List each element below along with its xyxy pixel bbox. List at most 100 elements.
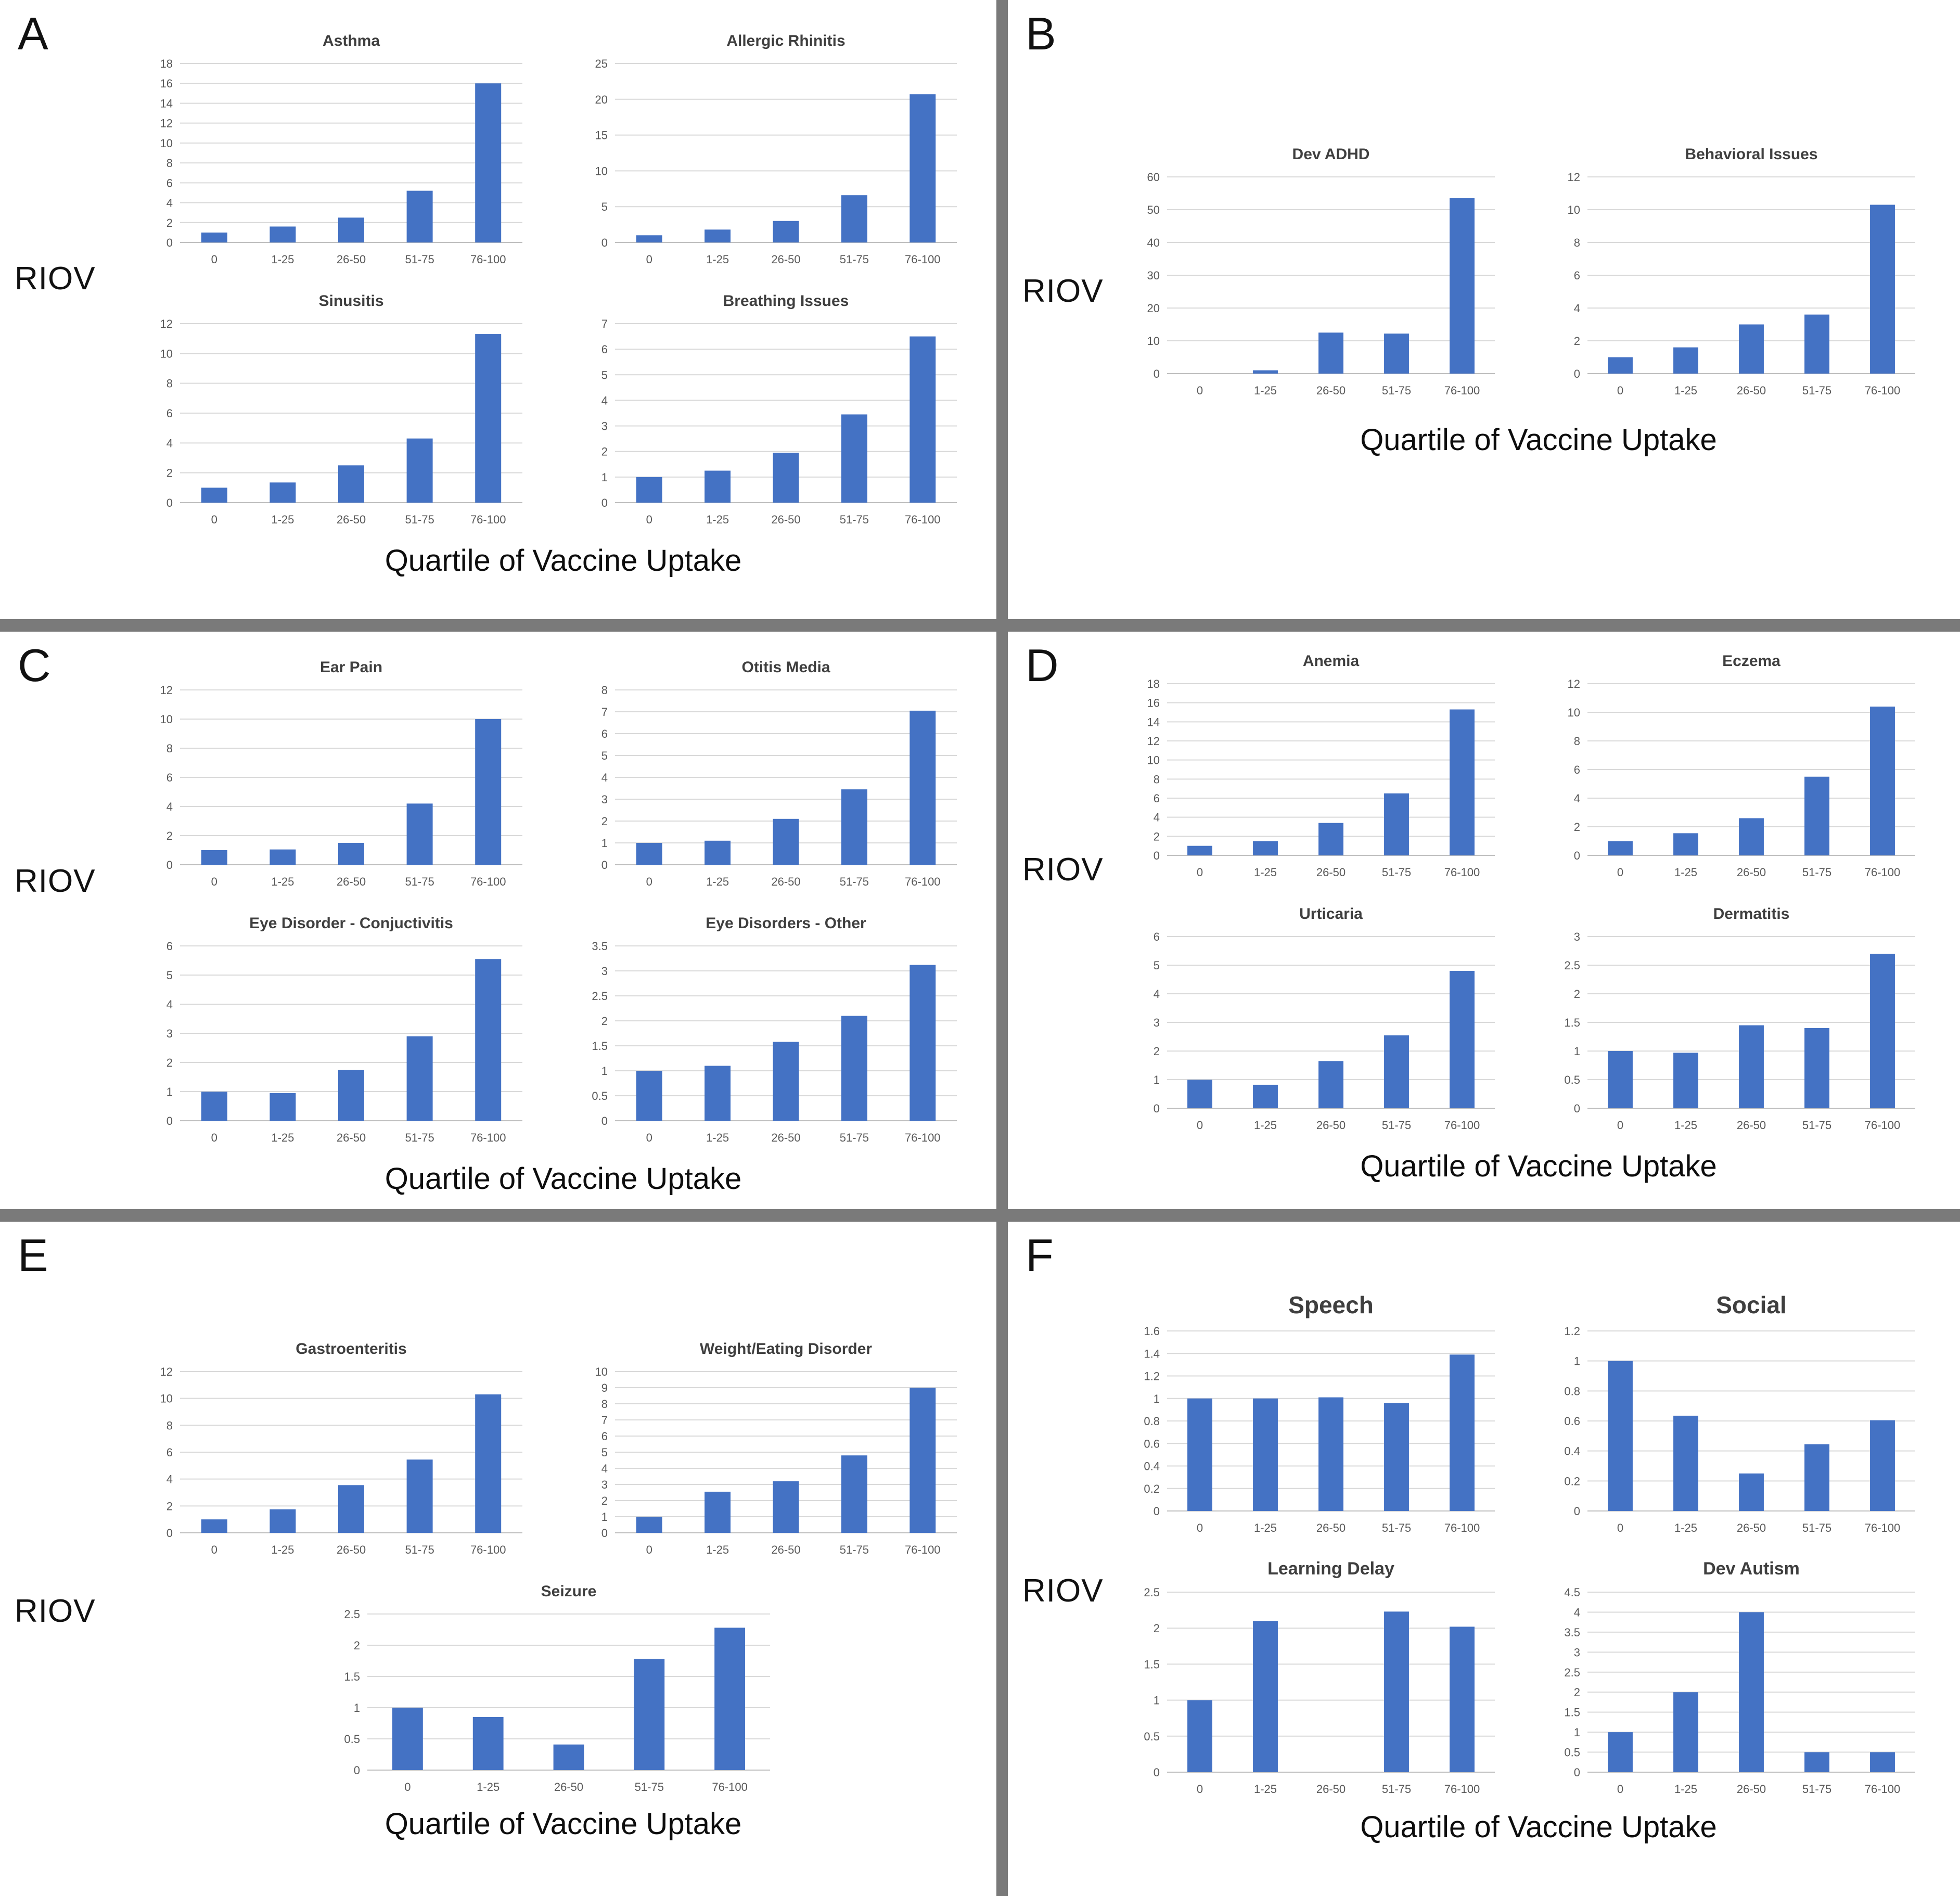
x-tick-label: 76-100 [470, 253, 506, 266]
panel-c-y-axis-label: RIOV [15, 863, 96, 899]
x-tick-label: 26-50 [1737, 866, 1766, 879]
x-tick-label: 76-100 [905, 1131, 941, 1144]
bar [1739, 1612, 1764, 1772]
bar [1253, 370, 1278, 374]
chart-title: Eczema [1722, 652, 1780, 670]
x-tick-label: 0 [211, 1543, 217, 1556]
y-tick-label: 0 [1574, 1766, 1580, 1779]
chart-svg-gastroenteritis: Gastroenteritis 0 2 4 6 8 10 12 0 1-25 26-50 51-75 7… [160, 1340, 522, 1556]
y-tick-label: 0 [1574, 1505, 1580, 1518]
x-tick-label: 1-25 [1674, 866, 1697, 879]
y-tick-label: 1 [353, 1701, 360, 1714]
y-tick-label: 0.6 [1564, 1415, 1580, 1428]
y-tick-label: 0 [166, 1527, 173, 1540]
x-tick-label: 26-50 [771, 513, 800, 526]
bar [1318, 1397, 1343, 1511]
bar [201, 488, 227, 503]
panel-e-charts: Gastroenteritis 0 2 4 6 8 10 12 0 1-25 26-50 51-75 7… [130, 1331, 981, 1803]
x-tick-label: 1-25 [1674, 1783, 1697, 1796]
bar [773, 453, 799, 503]
x-tick-label: 26-50 [1737, 384, 1766, 397]
bar [714, 1628, 745, 1770]
y-tick-label: 1 [1154, 1073, 1160, 1086]
bar [841, 1016, 867, 1121]
bar [201, 232, 227, 242]
y-tick-label: 0 [1154, 1505, 1160, 1518]
y-tick-label: 8 [166, 1419, 173, 1432]
bar [338, 1485, 365, 1533]
x-tick-label: 0 [211, 253, 217, 266]
x-tick-label: 1-25 [1254, 866, 1277, 879]
x-tick-label: 26-50 [554, 1780, 583, 1793]
x-tick-label: 76-100 [470, 1131, 506, 1144]
bar [841, 1455, 867, 1533]
y-tick-label: 2 [166, 467, 173, 480]
y-tick-label: 0 [1154, 1766, 1160, 1779]
bar [1870, 707, 1895, 855]
y-tick-label: 10 [1568, 203, 1580, 216]
y-tick-label: 8 [166, 377, 173, 390]
y-tick-label: 0 [353, 1764, 360, 1777]
chart-svg-eye_other: Eye Disorders - Other 0 0.5 1 1.5 2 2.5 3 3.5 0 1-… [592, 915, 957, 1144]
y-tick-label: 1.5 [344, 1670, 360, 1683]
bar [406, 803, 433, 865]
x-tick-label: 51-75 [634, 1780, 663, 1793]
chart-title: Urticaria [1299, 905, 1363, 923]
y-tick-label: 5 [601, 1446, 608, 1459]
bar [475, 1394, 502, 1533]
y-tick-label: 12 [160, 317, 173, 330]
x-tick-label: 1-25 [706, 1131, 729, 1144]
y-tick-label: 18 [160, 57, 173, 70]
bar [1253, 841, 1278, 855]
y-tick-label: 12 [1568, 171, 1580, 184]
y-tick-label: 40 [1147, 236, 1160, 249]
bar [1804, 314, 1829, 374]
x-tick-label: 1-25 [706, 875, 729, 888]
x-tick-label: 1-25 [1254, 1521, 1277, 1534]
y-tick-label: 1 [1154, 1694, 1160, 1707]
chart-seizure: Seizure 0 0.5 1 1.5 2 2.5 0 1-25 26-50 51-75 76-100 [317, 1573, 794, 1803]
x-tick-label: 26-50 [337, 513, 366, 526]
x-tick-label: 76-100 [1865, 1521, 1901, 1534]
bar [1450, 709, 1475, 855]
y-tick-label: 6 [166, 407, 173, 420]
x-tick-label: 51-75 [1382, 384, 1411, 397]
y-tick-label: 8 [166, 742, 173, 755]
x-tick-label: 26-50 [771, 875, 800, 888]
bar [1804, 1752, 1829, 1772]
y-tick-label: 10 [1568, 706, 1580, 719]
y-tick-label: 5 [1154, 959, 1160, 972]
y-tick-label: 6 [166, 1446, 173, 1459]
y-tick-label: 0.6 [1144, 1437, 1160, 1450]
y-tick-label: 18 [1147, 677, 1160, 690]
chart-behavioral-issues: Behavioral Issues 0 2 4 6 8 10 12 0 1-25 26-50 51-7… [1538, 136, 1939, 407]
bar [475, 959, 502, 1121]
x-tick-label: 0 [1617, 866, 1623, 879]
x-tick-label: 51-75 [1802, 384, 1831, 397]
chart-svg-dev_autism: Dev Autism 0 0.5 1 1.5 2 2.5 3 3.5 4 4.5 0 1-25 26-50… [1564, 1559, 1915, 1796]
y-tick-label: 25 [595, 57, 608, 70]
bar [475, 83, 502, 242]
x-tick-label: 0 [1617, 384, 1623, 397]
y-tick-label: 8 [1574, 735, 1580, 748]
y-tick-label: 1.4 [1144, 1347, 1160, 1360]
y-tick-label: 3 [601, 1478, 608, 1491]
bar [406, 438, 433, 503]
bar [1608, 1361, 1633, 1511]
y-tick-label: 0.5 [1564, 1073, 1580, 1086]
y-tick-label: 0 [601, 1527, 608, 1540]
y-tick-label: 2 [166, 1056, 173, 1069]
x-tick-label: 51-75 [405, 1543, 434, 1556]
chart-title: Anemia [1303, 652, 1360, 670]
x-tick-label: 26-50 [1316, 1119, 1346, 1132]
y-tick-label: 4 [166, 998, 173, 1011]
x-tick-label: 51-75 [405, 1131, 434, 1144]
y-tick-label: 8 [601, 1398, 608, 1411]
y-tick-label: 2 [1154, 1622, 1160, 1635]
bar [1253, 1084, 1278, 1108]
bar [1739, 1473, 1764, 1511]
y-tick-label: 50 [1147, 203, 1160, 216]
x-tick-label: 0 [1197, 1119, 1203, 1132]
x-tick-label: 51-75 [840, 1543, 869, 1556]
x-tick-label: 0 [646, 513, 652, 526]
